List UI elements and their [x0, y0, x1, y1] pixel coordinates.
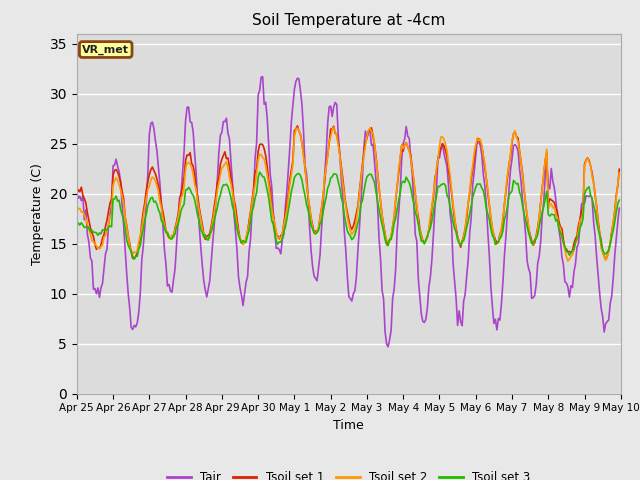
- Text: VR_met: VR_met: [82, 44, 129, 55]
- X-axis label: Time: Time: [333, 419, 364, 432]
- Legend: Tair, Tsoil set 1, Tsoil set 2, Tsoil set 3: Tair, Tsoil set 1, Tsoil set 2, Tsoil se…: [163, 466, 535, 480]
- Y-axis label: Temperature (C): Temperature (C): [31, 163, 44, 264]
- Title: Soil Temperature at -4cm: Soil Temperature at -4cm: [252, 13, 445, 28]
